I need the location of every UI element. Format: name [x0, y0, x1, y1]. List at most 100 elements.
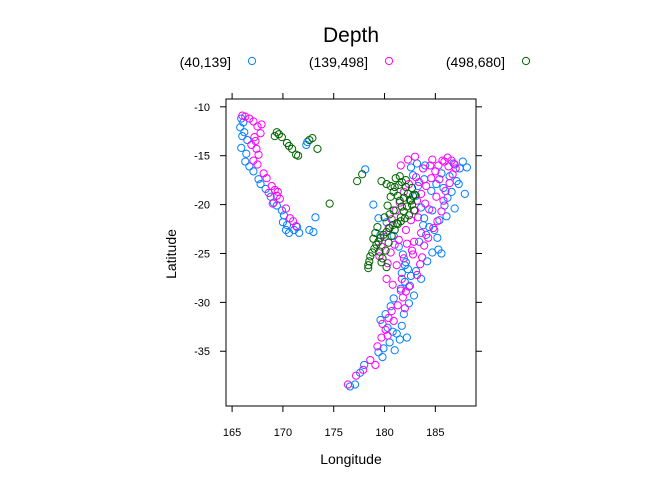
- point-series-2-105: [435, 175, 444, 184]
- point-series-2-103: [414, 178, 424, 187]
- point-series-2-45: [399, 254, 408, 263]
- point-series-2-62: [450, 160, 459, 169]
- x-tick-label-0: 165: [223, 427, 241, 439]
- point-series-2-26: [273, 187, 282, 196]
- point-series-2-79: [408, 250, 418, 259]
- point-series-3-51: [402, 202, 411, 211]
- legend-marker-series-1: [247, 56, 257, 66]
- y-tick-label-1: -15: [194, 151, 210, 163]
- point-series-2-41: [412, 270, 422, 280]
- point-series-3-71: [377, 258, 386, 267]
- point-series-1-89: [411, 266, 421, 276]
- point-series-2-81: [424, 233, 433, 242]
- point-series-2-93: [432, 192, 441, 201]
- point-series-2-47: [383, 259, 392, 268]
- point-series-1-102: [450, 204, 459, 213]
- point-series-3-28: [396, 217, 405, 226]
- point-series-2-48: [386, 248, 395, 257]
- point-series-2-5: [256, 129, 265, 138]
- point-series-1-94: [397, 321, 406, 330]
- point-series-2-83: [433, 217, 442, 226]
- point-series-2-92: [396, 161, 405, 170]
- point-series-3-10: [308, 134, 317, 143]
- point-series-2-8: [252, 144, 261, 153]
- point-series-2-54: [417, 189, 426, 198]
- point-series-2-76: [382, 274, 391, 283]
- point-series-2-98: [389, 316, 398, 326]
- point-series-1-91: [409, 291, 419, 300]
- legend-marker-series-2: [384, 56, 394, 66]
- point-series-2-4: [253, 122, 262, 131]
- point-series-2-7: [247, 140, 256, 150]
- point-series-2-50: [401, 225, 410, 235]
- point-series-1-33: [374, 214, 383, 223]
- point-series-1-99: [419, 221, 428, 230]
- point-series-3-13: [352, 177, 362, 186]
- point-series-1-81: [406, 163, 416, 172]
- point-series-1-98: [405, 281, 415, 290]
- point-series-1-66: [433, 233, 442, 242]
- point-series-3-20: [397, 178, 406, 187]
- point-series-2-107: [413, 213, 423, 222]
- point-series-2-46: [392, 261, 401, 270]
- x-tick-label-2: 175: [325, 427, 343, 439]
- point-series-3-62: [391, 174, 400, 183]
- point-series-1-40: [406, 271, 416, 281]
- point-series-2-102: [426, 161, 435, 170]
- point-series-2-31: [373, 342, 382, 351]
- point-series-1-12: [256, 179, 265, 189]
- point-series-2-40: [404, 282, 414, 291]
- point-series-1-37: [398, 250, 407, 259]
- point-series-1-49: [395, 335, 404, 344]
- point-series-2-1: [241, 112, 250, 121]
- point-series-2-85: [439, 196, 448, 205]
- y-tick-label-4: -30: [194, 297, 210, 309]
- point-series-3-26: [404, 211, 414, 220]
- point-series-1-32: [369, 200, 378, 209]
- data-points: [236, 111, 471, 391]
- point-series-1-97: [388, 327, 397, 336]
- point-series-1-93: [399, 309, 408, 319]
- point-series-1-46: [376, 315, 385, 325]
- point-series-3-63: [395, 172, 404, 181]
- point-series-2-2: [245, 114, 254, 123]
- point-series-1-105: [412, 159, 422, 168]
- x-tick-label-3: 180: [375, 427, 393, 439]
- point-series-3-74: [382, 263, 391, 272]
- point-series-2-90: [403, 155, 413, 164]
- point-series-1-24: [293, 222, 302, 232]
- point-series-2-77: [388, 280, 397, 289]
- point-series-2-104: [444, 162, 453, 171]
- point-series-2-30: [366, 355, 375, 365]
- point-series-1-25: [295, 228, 304, 238]
- point-series-2-63: [440, 157, 449, 166]
- point-series-2-44: [407, 246, 417, 255]
- point-series-3-33: [379, 230, 388, 240]
- point-series-3-32: [382, 227, 391, 237]
- point-series-2-80: [420, 241, 429, 250]
- point-series-3-42: [364, 264, 373, 273]
- point-series-2-95: [417, 228, 426, 238]
- point-series-3-69: [369, 234, 378, 243]
- point-series-1-43: [389, 294, 398, 303]
- point-series-1-79: [413, 181, 423, 191]
- point-series-2-24: [251, 136, 260, 146]
- point-series-1-17: [277, 206, 286, 215]
- point-series-1-53: [378, 353, 387, 362]
- point-series-1-19: [278, 218, 288, 227]
- point-series-1-52: [374, 348, 383, 357]
- point-series-2-109: [397, 274, 406, 283]
- point-series-1-20: [282, 221, 292, 230]
- point-series-2-51: [406, 216, 416, 225]
- point-series-2-19: [281, 204, 291, 213]
- point-series-2-64: [428, 155, 437, 164]
- point-series-1-92: [404, 299, 414, 308]
- point-series-3-67: [373, 222, 382, 232]
- point-series-3-5: [287, 144, 297, 153]
- point-series-2-18: [268, 199, 277, 208]
- point-series-3-66: [410, 190, 420, 199]
- point-series-3-3: [272, 128, 281, 137]
- point-series-1-104: [462, 163, 471, 172]
- y-tick-label-3: -25: [194, 248, 210, 260]
- point-series-3-44: [381, 246, 390, 255]
